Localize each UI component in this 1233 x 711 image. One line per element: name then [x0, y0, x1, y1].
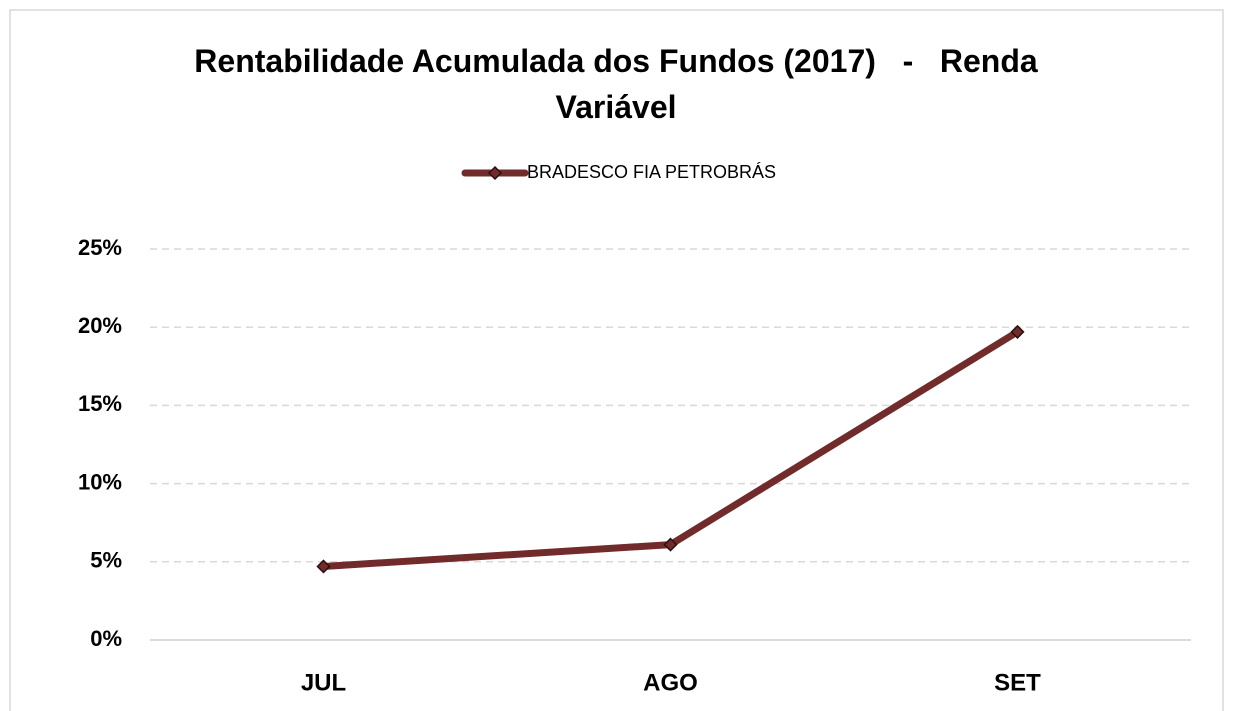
- marker: [1010, 324, 1025, 339]
- chart-border: [9, 9, 1224, 711]
- x-tick-label: SET: [994, 669, 1041, 696]
- legend-marker: [487, 165, 503, 181]
- y-tick-label: 5%: [90, 548, 122, 573]
- y-tick-label: 20%: [78, 313, 122, 338]
- chart-title: Rentabilidade Acumulada dos Fundos (2017…: [194, 43, 1047, 125]
- x-tick-label: JUL: [301, 669, 346, 696]
- marker: [316, 559, 331, 574]
- x-tick-label: AGO: [643, 669, 698, 696]
- marker: [663, 537, 678, 552]
- legend-label: BRADESCO FIA PETROBRÁS: [527, 162, 776, 182]
- y-tick-label: 10%: [78, 469, 122, 494]
- y-tick-label: 15%: [78, 391, 122, 416]
- y-tick-label: 25%: [78, 235, 122, 260]
- y-tick-label: 0%: [90, 626, 122, 651]
